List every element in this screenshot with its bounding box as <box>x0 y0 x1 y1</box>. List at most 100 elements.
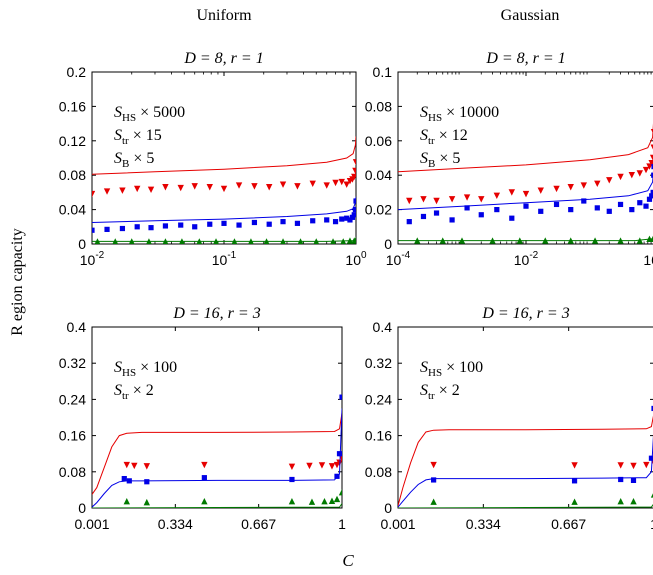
plot-frame <box>397 326 653 509</box>
marker-up-triangle <box>308 498 316 505</box>
marker-down-triangle <box>433 197 440 205</box>
legend-multiplier: × 5 <box>129 150 154 167</box>
panel-title: D = 16, r = 3 <box>481 305 569 322</box>
marker-down-triangle <box>463 194 471 201</box>
series-line-s-hs <box>92 412 342 495</box>
marker-up-triangle <box>542 237 549 244</box>
marker-down-triangle <box>338 178 345 186</box>
y-tick-label: 0.04 <box>59 202 86 218</box>
legend-multiplier: × 100 <box>442 359 483 376</box>
marker-down-triangle <box>650 129 653 134</box>
marker-down-triangle <box>571 462 578 469</box>
marker-square <box>646 196 653 202</box>
marker-square <box>650 189 653 195</box>
marker-up-triangle <box>439 237 446 244</box>
y-tick-label: 0.4 <box>373 319 393 335</box>
y-tick-label: 0.16 <box>365 428 392 444</box>
legend-multiplier: × 2 <box>129 382 154 399</box>
x-tick-label: 10-2 <box>514 250 539 268</box>
marker-up-triangle <box>352 236 356 243</box>
marker-square <box>334 473 340 479</box>
x-tick-label: 0.667 <box>551 516 586 532</box>
marker-square <box>251 219 258 226</box>
marker-up-triangle <box>516 237 523 244</box>
marker-square <box>324 217 330 223</box>
y-tick-label: 0 <box>384 236 392 252</box>
plot-frame <box>91 326 343 509</box>
marker-down-triangle <box>332 179 339 187</box>
series-group <box>92 394 342 508</box>
y-tick-label: 0.4 <box>67 319 87 335</box>
marker-square <box>162 223 169 229</box>
y-tick-label: 0.1 <box>373 64 393 80</box>
legend-entry: SB × 5 <box>114 150 154 170</box>
marker-down-triangle <box>351 173 356 181</box>
y-tick-label: 0.08 <box>59 167 86 183</box>
legend-entry: SHS × 100 <box>114 359 177 379</box>
marker-down-triangle <box>279 181 287 188</box>
legend-subscript: HS <box>428 367 442 379</box>
marker-up-triangle <box>650 493 653 498</box>
marker-up-triangle <box>328 497 336 504</box>
marker-up-triangle <box>571 498 578 505</box>
legend-entry: Str × 12 <box>420 127 468 147</box>
legend-subscript: tr <box>122 135 129 147</box>
y-tick-label: 0.24 <box>59 391 86 407</box>
marker-down-triangle <box>617 462 624 469</box>
marker-up-triangle <box>333 495 341 503</box>
marker-up-triangle <box>414 237 421 244</box>
marker-down-triangle <box>420 196 427 203</box>
marker-down-triangle <box>606 177 613 184</box>
column-title-gaussian: Gaussian <box>501 7 560 24</box>
x-tick-exponent: -4 <box>401 250 410 261</box>
marker-up-triangle <box>196 238 203 244</box>
marker-down-triangle <box>567 184 574 191</box>
legend-subscript: tr <box>428 390 435 402</box>
y-tick-label: 0 <box>78 236 86 252</box>
marker-up-triangle <box>630 498 637 505</box>
marker-up-triangle <box>458 237 466 244</box>
marker-down-triangle <box>522 190 530 198</box>
x-tick-label: 0.001 <box>380 516 415 532</box>
marker-down-triangle <box>294 183 301 190</box>
panel-title: D = 16, r = 3 <box>172 305 260 322</box>
legend-symbol: S <box>114 104 122 121</box>
legend-entry: SHS × 10000 <box>420 104 499 124</box>
series-group <box>398 405 653 508</box>
marker-up-triangle <box>143 498 151 506</box>
marker-square <box>178 222 184 228</box>
marker-up-triangle <box>123 498 130 505</box>
y-tick-label: 0.04 <box>365 167 392 183</box>
marker-square <box>332 219 339 225</box>
marker-down-triangle <box>309 180 316 187</box>
marker-down-triangle <box>630 462 637 470</box>
y-tick-label: 0.16 <box>59 98 86 114</box>
x-tick-label: 10-2 <box>80 250 105 268</box>
legend-subscript: HS <box>122 112 136 124</box>
marker-up-triangle <box>650 235 653 241</box>
legend-symbol: S <box>420 104 428 121</box>
legend-symbol: S <box>114 359 122 376</box>
legend-subscript: HS <box>122 367 136 379</box>
marker-square <box>351 212 356 218</box>
marker-up-triangle <box>617 237 624 244</box>
marker-down-triangle <box>143 463 151 470</box>
marker-square <box>651 164 653 170</box>
marker-square <box>594 205 600 211</box>
legend-entry: SHS × 5000 <box>114 104 185 124</box>
legend-entry: Str × 2 <box>420 382 460 402</box>
marker-square <box>289 476 295 483</box>
marker-square <box>121 475 127 482</box>
marker-square <box>630 477 637 483</box>
marker-down-triangle <box>478 196 485 203</box>
marker-square <box>651 172 653 178</box>
series-line-s-hs <box>398 415 653 506</box>
legend-multiplier: × 2 <box>435 382 460 399</box>
marker-down-triangle <box>306 462 313 470</box>
marker-square <box>352 207 356 213</box>
legend-multiplier: × 10000 <box>442 104 499 121</box>
